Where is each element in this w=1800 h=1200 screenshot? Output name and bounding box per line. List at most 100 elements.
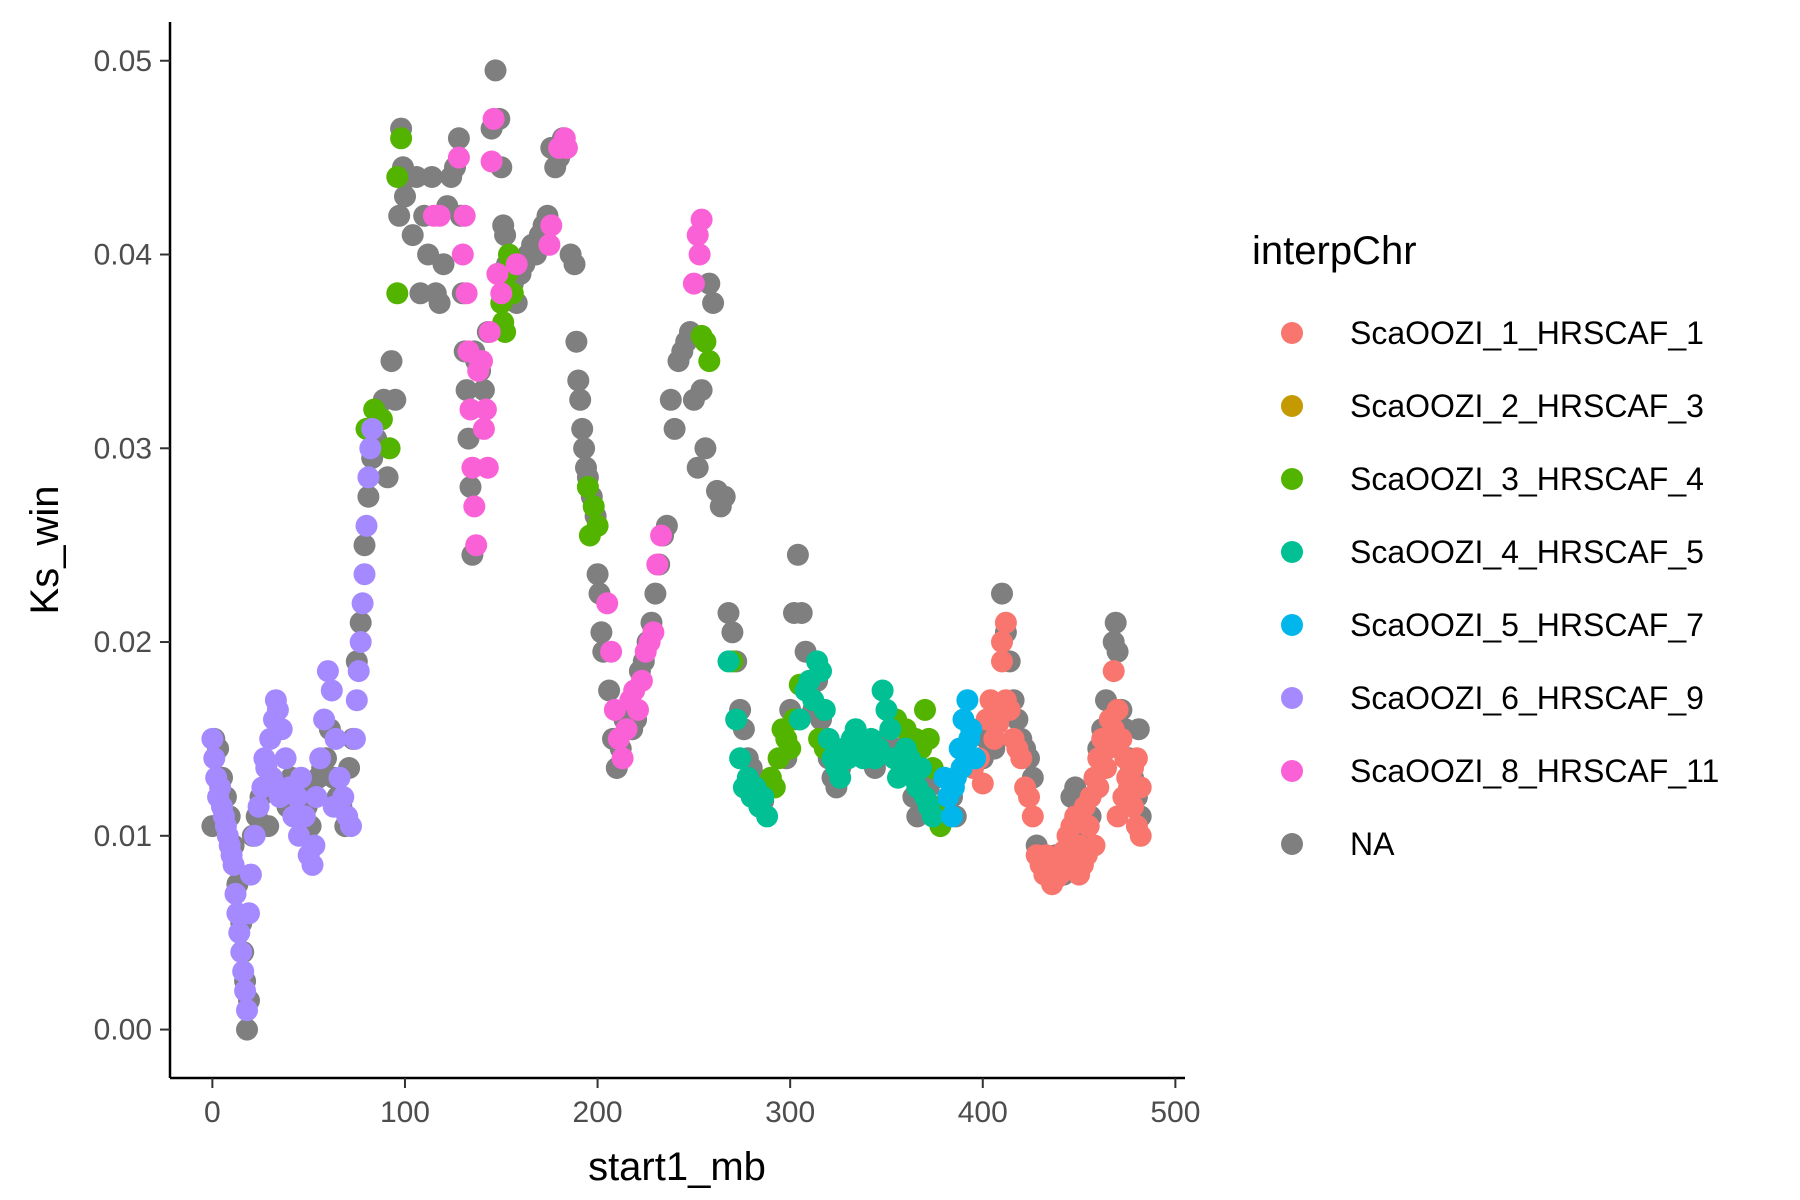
data-point [409,282,432,305]
data-point [268,786,291,808]
legend-key-dot [1281,395,1303,417]
data-point [788,708,811,731]
data-point [994,611,1017,634]
data-point [1106,698,1129,721]
y-tick-label: 0.05 [94,45,152,78]
data-point [474,398,497,421]
data-point [611,747,634,770]
data-point [540,214,563,237]
data-point [690,324,713,347]
legend-entry: ScaOOZI_3_HRSCAF_4 [1281,461,1704,497]
data-point [447,146,470,169]
legend-key-dot [1281,322,1303,344]
data-point [698,272,721,295]
data-point [324,727,347,750]
data-point [401,224,424,247]
data-point [563,253,586,276]
data-point [388,204,411,227]
x-tick-label: 200 [573,1096,623,1129]
data-point [386,282,409,305]
data-point [480,150,503,173]
legend-entry: ScaOOZI_6_HRSCAF_9 [1281,680,1704,716]
data-point [355,514,378,537]
data-point [236,1018,258,1041]
data-point [725,708,748,731]
data-point [459,476,482,498]
data-point [752,786,775,808]
data-point [486,262,509,285]
legend-entry: ScaOOZI_8_HRSCAF_11 [1281,753,1719,789]
data-point [555,136,578,159]
data-point [871,679,894,702]
data-point [236,999,258,1022]
x-tick-label: 300 [765,1096,815,1129]
data-point [228,921,251,944]
data-point [921,805,944,828]
data-point [482,107,505,130]
legend-key-dot [1281,541,1303,563]
data-point [1102,660,1125,683]
x-tick-label: 400 [958,1096,1008,1129]
data-point [596,592,619,615]
data-point [688,243,711,266]
data-point [1021,805,1044,828]
data-point [1097,737,1119,760]
legend: interpChr ScaOOZI_1_HRSCAF_1 ScaOOZI_2_HR… [1252,229,1719,862]
data-point [991,631,1013,653]
data-point [582,495,605,518]
data-point [451,243,474,266]
data-point [357,466,380,489]
data-point [378,437,401,460]
data-point [810,660,832,683]
legend-label: NA [1350,826,1395,862]
legend-entry: ScaOOZI_2_HRSCAF_3 [1281,388,1704,424]
data-point [293,805,316,828]
data-point [274,747,297,770]
data-point [359,437,382,460]
data-point [702,292,725,314]
data-point [576,476,599,498]
data-point [1010,747,1033,770]
data-point [1018,786,1040,808]
data-point [453,204,476,227]
data-point [353,534,376,557]
data-point [469,350,492,373]
legend-key-dot [1281,614,1303,636]
data-point [328,766,351,789]
legend-key-dot [1281,687,1303,709]
data-point [261,766,284,789]
data-point [578,524,601,547]
data-point [682,272,705,295]
data-point [428,204,451,227]
y-axis-title: Ks_win [23,486,67,615]
series-scaoozi-8-hrscaf-11 [422,107,713,770]
data-point [343,727,366,750]
data-point [1129,824,1152,847]
data-point [1112,786,1135,808]
data-point [461,456,484,479]
legend-entries: ScaOOZI_1_HRSCAF_1 ScaOOZI_2_HRSCAF_3 ScaO… [1281,315,1719,862]
data-point [914,698,936,721]
data-point [565,330,588,353]
series-scaoozi-4-hrscaf-5 [717,650,944,828]
data-point [1035,844,1058,867]
data-point [505,253,528,276]
data-point [432,253,455,276]
data-point [361,417,384,440]
data-point [222,853,245,876]
data-point [345,689,368,712]
data-point [270,718,293,741]
x-axis-title: start1_mb [588,1145,766,1189]
legend-title: interpChr [1252,229,1417,273]
data-point [663,417,686,440]
data-point [472,379,495,402]
data-point [1087,776,1110,799]
data-point [472,417,495,440]
data-point [386,166,409,188]
data-point [950,757,973,779]
data-point [630,669,653,692]
data-point [786,543,809,566]
data-point [956,689,979,712]
data-point [455,379,478,402]
